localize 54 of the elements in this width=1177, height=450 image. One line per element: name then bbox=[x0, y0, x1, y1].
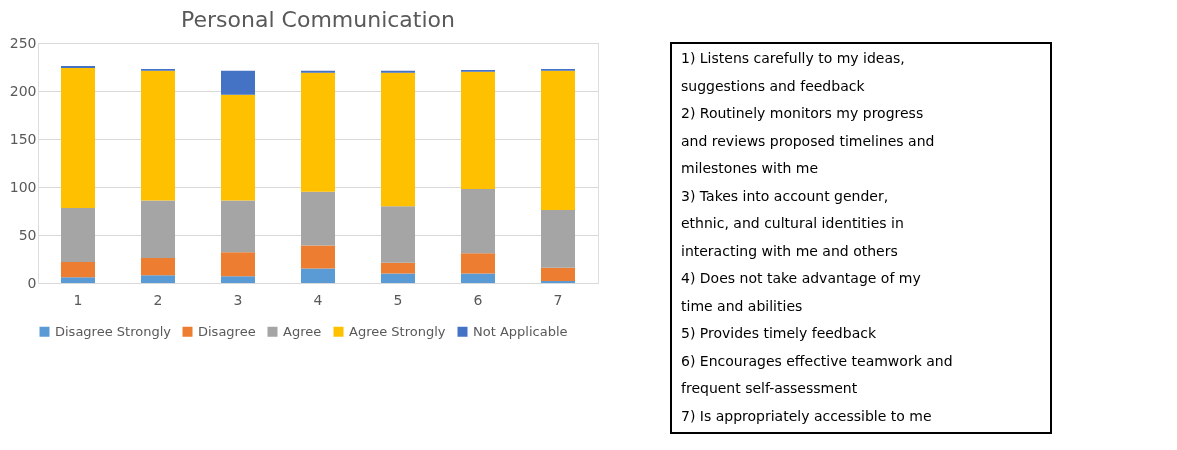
x-tick-label: 1 bbox=[73, 291, 83, 308]
bar bbox=[221, 276, 255, 283]
bar bbox=[61, 208, 95, 262]
x-tick-label: 5 bbox=[393, 291, 403, 308]
text: 4) Does not take advantage of my time and abilities bbox=[681, 270, 921, 314]
y-tick-label: 200 bbox=[9, 82, 37, 99]
bar bbox=[61, 277, 95, 283]
bar bbox=[141, 200, 175, 259]
bar bbox=[221, 200, 255, 253]
bar bbox=[301, 245, 335, 269]
bar bbox=[461, 71, 495, 189]
x-tick-label: 6 bbox=[473, 291, 483, 308]
text: 2) Routinely monitors my progress and reviews proposed timelines and milestones with me bbox=[681, 105, 935, 177]
legend-label: Agree bbox=[283, 323, 322, 339]
bar bbox=[381, 206, 415, 263]
bar bbox=[541, 70, 575, 211]
bar bbox=[541, 210, 575, 268]
bar bbox=[301, 191, 335, 246]
bar bbox=[381, 262, 415, 274]
y-tick-label: 150 bbox=[9, 130, 37, 147]
bar bbox=[461, 188, 495, 254]
x-tick-label: 4 bbox=[313, 291, 323, 308]
text: 6) Encourages effective teamwork and frequent self-assessment bbox=[681, 352, 953, 397]
bar bbox=[221, 70, 255, 95]
x-tick-label: 7 bbox=[553, 291, 563, 308]
bar bbox=[221, 252, 255, 277]
text: 7) Is appropriately accessible to me bbox=[681, 407, 932, 424]
bar bbox=[301, 72, 335, 192]
bar bbox=[381, 72, 415, 207]
bar bbox=[141, 275, 175, 283]
y-tick-label: 50 bbox=[18, 226, 37, 243]
bar bbox=[541, 267, 575, 282]
chart-title: Personal Communication bbox=[181, 7, 455, 32]
bar bbox=[141, 70, 175, 201]
x-tick-label: 2 bbox=[153, 291, 163, 308]
text: 3) Takes into account gender, ethnic, and cultural identities in interacting with me and others bbox=[681, 187, 904, 259]
y-tick-label: 250 bbox=[9, 34, 37, 51]
bar bbox=[461, 273, 495, 283]
bar bbox=[381, 273, 415, 283]
bar bbox=[301, 268, 335, 283]
legend-label: Agree Strongly bbox=[349, 323, 446, 339]
text: 1) Listens carefully to my ideas, suggestions and feedback bbox=[681, 50, 905, 94]
y-tick-label: 100 bbox=[9, 178, 37, 195]
bar bbox=[461, 253, 495, 274]
bar bbox=[221, 94, 255, 201]
legend-label: Disagree Strongly bbox=[55, 323, 172, 339]
bar bbox=[61, 261, 95, 278]
legend-label: Not Applicable bbox=[473, 323, 568, 339]
bar bbox=[141, 258, 175, 276]
text: 5) Provides timely feedback bbox=[681, 325, 877, 342]
legend-label: Disagree bbox=[198, 323, 256, 339]
x-tick-label: 3 bbox=[233, 291, 243, 308]
bar bbox=[61, 67, 95, 209]
y-tick-label: 0 bbox=[27, 274, 37, 291]
